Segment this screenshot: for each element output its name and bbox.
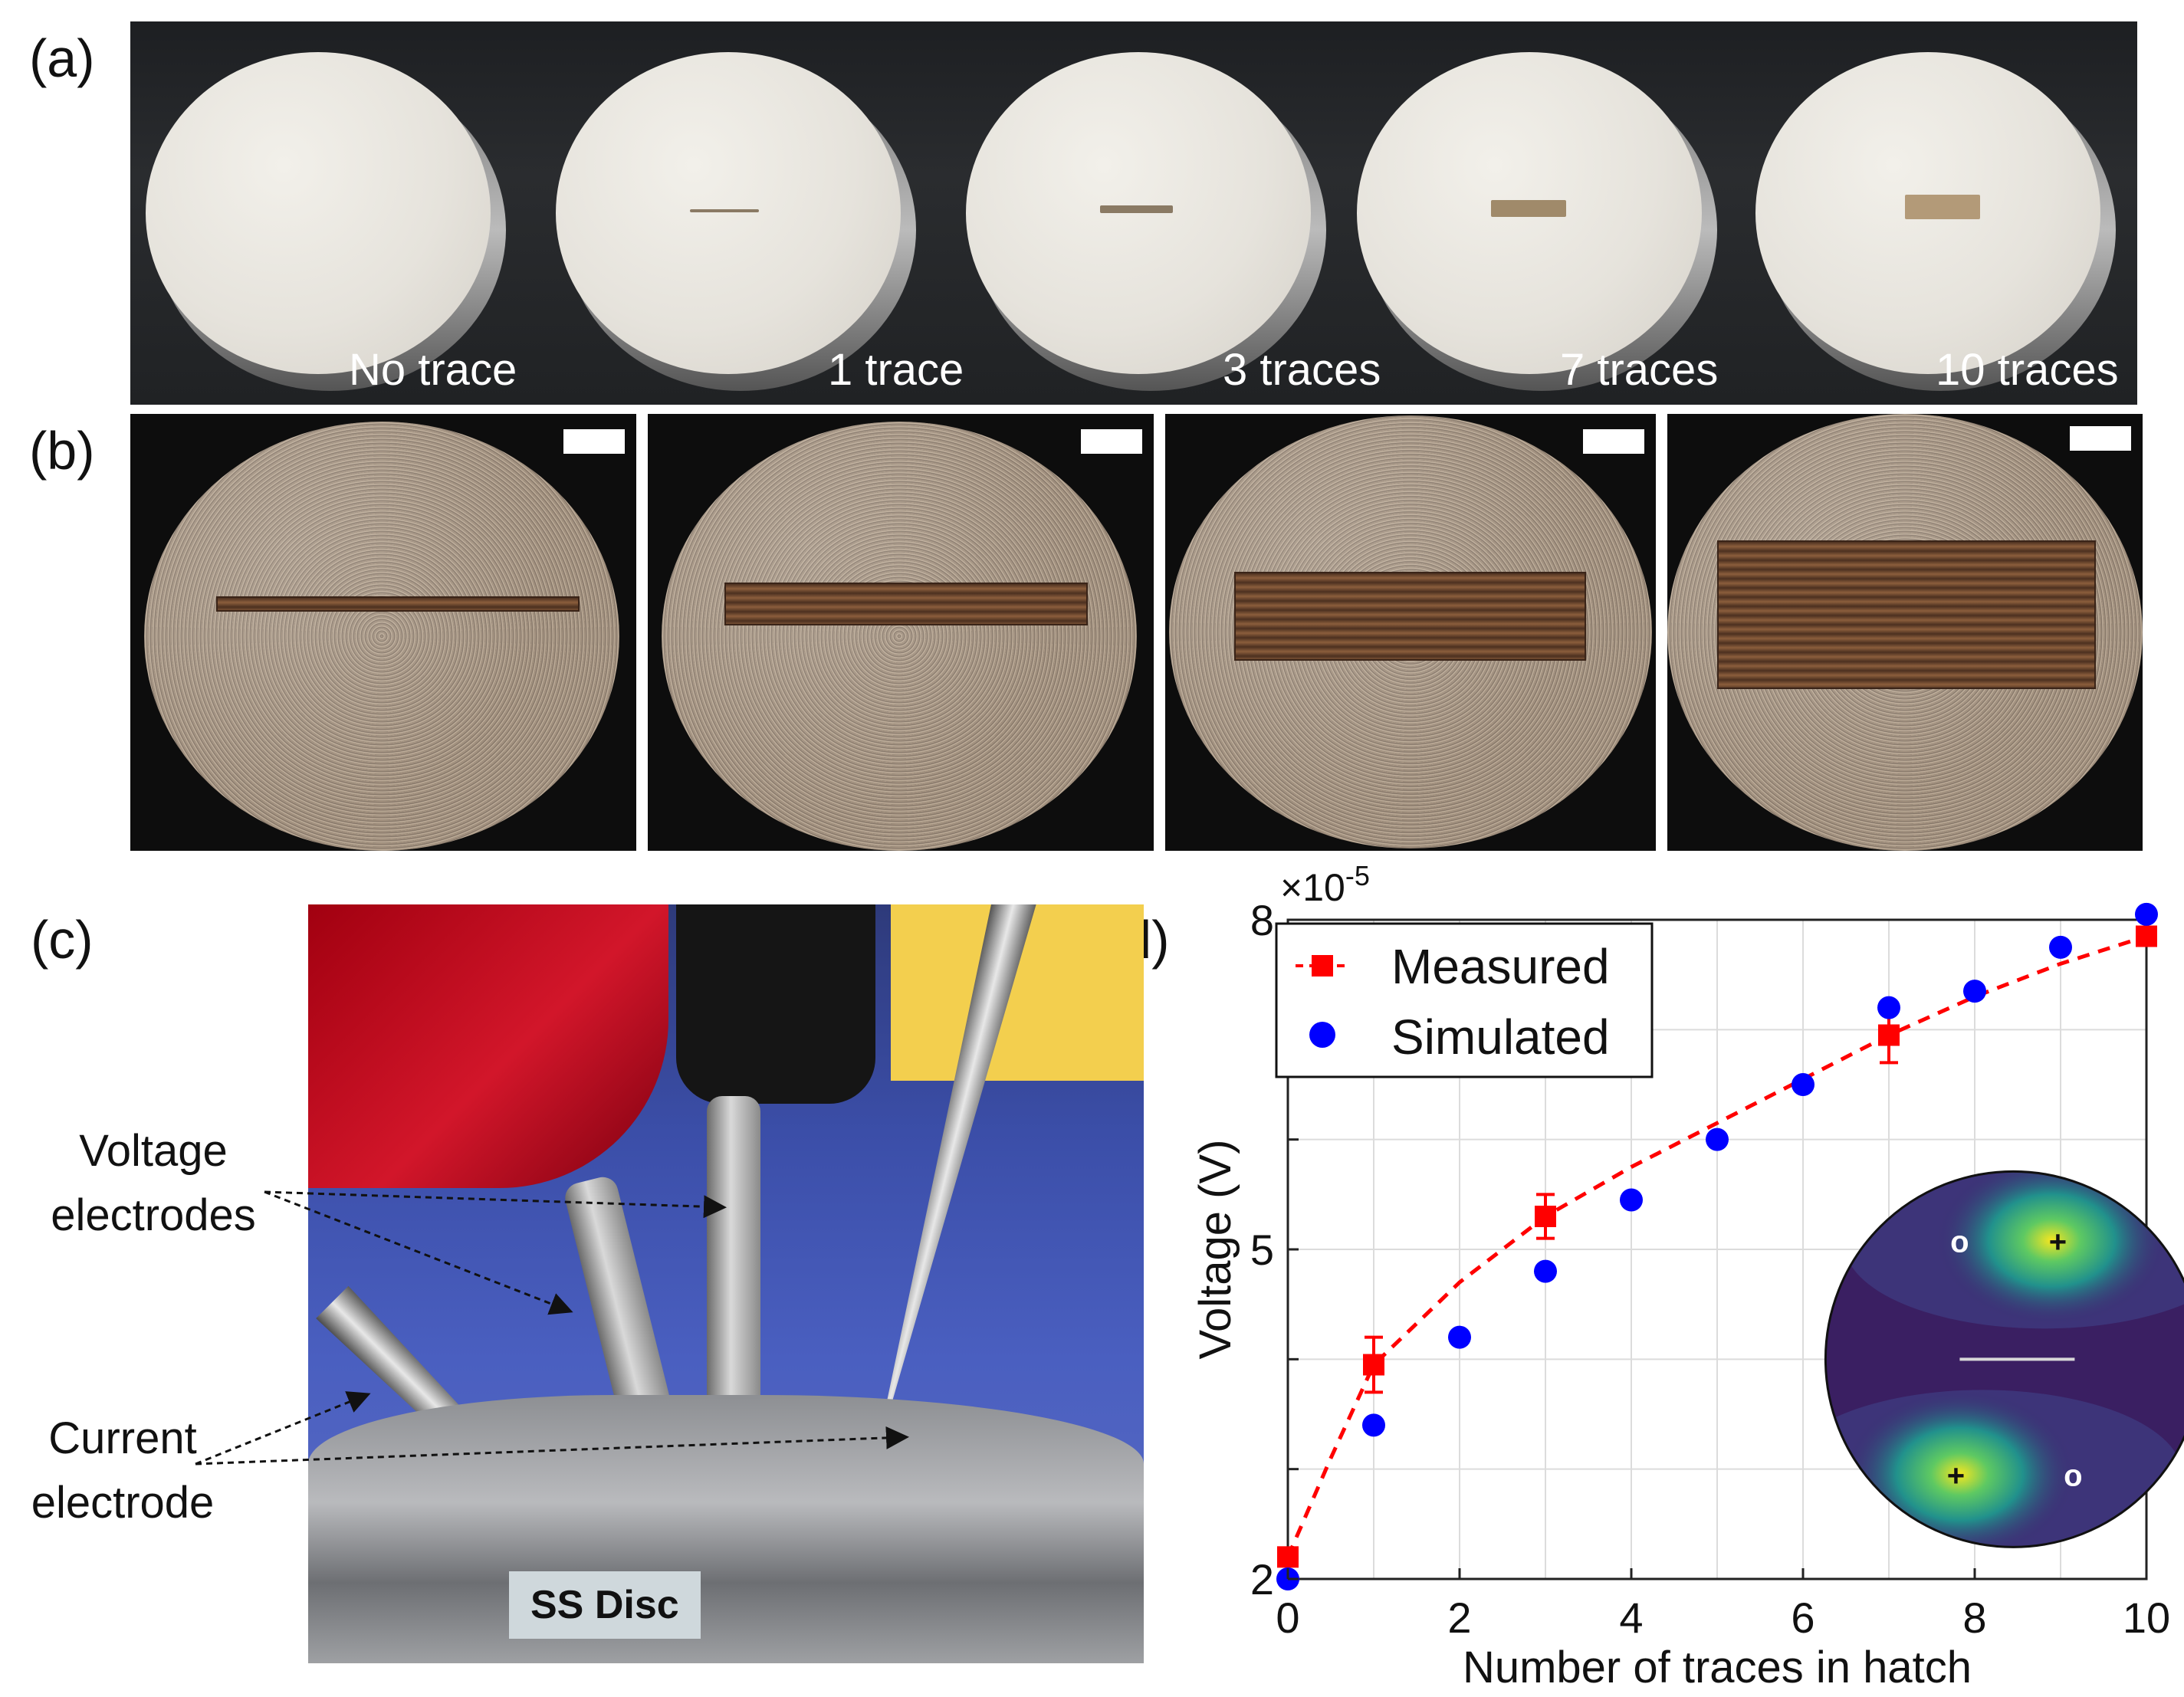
legend-simulated-marker (1309, 1022, 1335, 1048)
x-tick-label: 6 (1791, 1594, 1815, 1642)
disc-10-traces (1755, 52, 2123, 405)
simulated-point (1706, 1128, 1729, 1151)
ss-disc-label: SS Disc (509, 1571, 701, 1639)
panel-label-a: (a) (29, 28, 95, 88)
simulated-point (1877, 996, 1900, 1019)
panel-label-b: (b) (29, 421, 95, 481)
disc-no-trace (146, 52, 514, 405)
inset-border (1824, 1170, 2184, 1548)
legend-measured-label: Measured (1391, 939, 1610, 994)
disc-label-1-trace: 1 trace (828, 345, 964, 395)
inset-marker: + (2049, 1225, 2067, 1259)
simulated-point (1534, 1259, 1557, 1283)
legend-measured-marker (1312, 955, 1333, 977)
simulated-point (1792, 1073, 1815, 1096)
simulated-point (1963, 980, 1986, 1003)
scale-bar (563, 429, 625, 454)
x-tick-label: 0 (1276, 1594, 1299, 1642)
simulated-point (1448, 1325, 1471, 1349)
simulated-point (1620, 1188, 1643, 1212)
simulated-point (2135, 902, 2158, 926)
scale-bar (2070, 426, 2131, 451)
inset-marker: + (1947, 1459, 1965, 1492)
current-electrode-label: Current electrode (31, 1413, 215, 1528)
voltage-electrodes-label: Voltage electrodes (51, 1126, 256, 1240)
measured-point (1535, 1206, 1556, 1227)
measured-fit-line (1286, 934, 2147, 1558)
simulated-point (1362, 1413, 1385, 1437)
simulated-point (2049, 935, 2072, 959)
red-probe-clip (308, 904, 668, 1188)
measured-point (1878, 1024, 1900, 1046)
measured-point (1363, 1354, 1384, 1376)
y-tick-label: 8 (1250, 896, 1274, 944)
ss-disc (308, 1395, 1144, 1663)
scale-bar (1081, 429, 1142, 454)
inset-marker: o (1950, 1225, 1969, 1259)
x-tick-label: 8 (1962, 1594, 1986, 1642)
panel-a-photo: No trace 1 trace 3 traces 7 traces 10 tr… (130, 21, 2137, 405)
micrograph-3-traces (648, 414, 1154, 851)
legend-simulated-label: Simulated (1391, 1009, 1610, 1065)
chart-points (1276, 902, 2158, 1590)
x-tick-label: 4 (1619, 1594, 1643, 1642)
y-tick-label: 5 (1250, 1226, 1274, 1274)
disc-3-traces (966, 52, 1334, 405)
chart-legend: Measured Simulated (1275, 922, 1654, 1078)
disc-7-traces (1357, 52, 1725, 405)
x-tick-label: 2 (1447, 1594, 1471, 1642)
x-tick-label: 10 (2123, 1594, 2170, 1642)
disc-1-trace (556, 52, 924, 405)
y-axis-exponent: ×10-5 (1280, 860, 1370, 909)
inset-marker: o (2064, 1459, 2082, 1492)
disc-label-no-trace: No trace (349, 345, 517, 395)
measured-point (2136, 925, 2157, 947)
disc-label-3-traces: 3 traces (1223, 345, 1381, 395)
measured-point (1277, 1546, 1299, 1568)
y-axis-label: Voltage (V) (1191, 1140, 1240, 1360)
disc-label-7-traces: 7 traces (1560, 345, 1719, 395)
measured-fit-path (1286, 934, 2147, 1558)
micrograph-1-trace (130, 414, 636, 851)
micrograph-7-traces (1165, 414, 1656, 851)
disc-label-10-traces: 10 traces (1936, 345, 2119, 395)
scale-bar (1583, 429, 1644, 454)
x-axis-label: Number of traces in hatch (1463, 1643, 1972, 1692)
inset-heatmap: o + + o (1824, 1170, 2184, 1548)
y-tick-label: 2 (1250, 1555, 1274, 1603)
panel-c-photo (308, 904, 1144, 1663)
panel-label-c: (c) (31, 910, 94, 970)
micrograph-10-traces (1667, 414, 2143, 851)
